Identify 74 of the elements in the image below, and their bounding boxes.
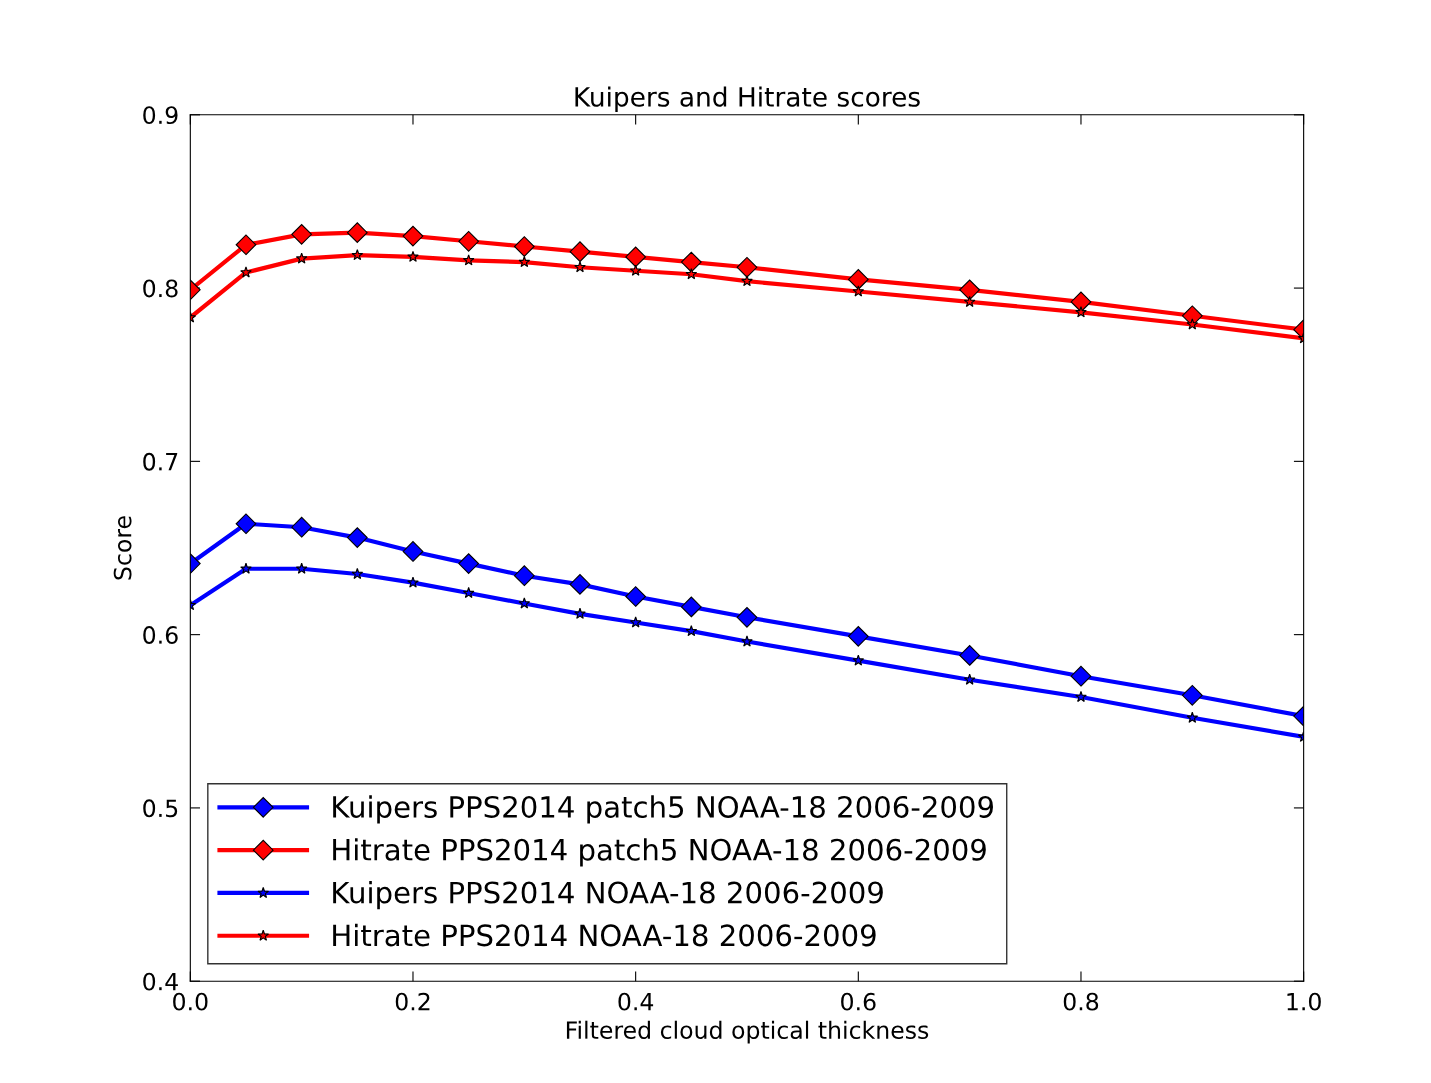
y-tick-label: 0.8	[143, 279, 178, 298]
point	[1070, 665, 1092, 687]
legend-label: Kuipers PPS2014 patch5 NOAA-18 2006-2009	[333, 795, 994, 824]
point	[235, 513, 257, 535]
point	[462, 586, 475, 599]
point	[569, 574, 591, 595]
legend-label: Hitrate PPS2014 NOAA-18 2006-2009	[333, 923, 876, 947]
x-tick-label: 0.4	[618, 992, 654, 1011]
point	[240, 562, 252, 574]
point	[407, 250, 419, 262]
point	[685, 625, 698, 637]
point	[346, 222, 368, 244]
point	[291, 516, 313, 538]
point	[629, 264, 642, 276]
point	[625, 246, 647, 268]
point	[291, 223, 313, 245]
point	[458, 553, 480, 574]
point	[1186, 318, 1199, 330]
x-tick-label: 0.0	[173, 992, 208, 1011]
y-tick-label: 0.6	[143, 626, 178, 644]
point	[351, 249, 364, 261]
point	[295, 562, 308, 574]
y-tick-label: 0.7	[143, 452, 178, 471]
point	[1070, 291, 1092, 313]
point	[240, 266, 252, 278]
point	[569, 241, 591, 263]
legend-label: Kuipers PPS2014 NOAA-18 2006-2009	[333, 880, 883, 910]
point	[402, 541, 424, 562]
point	[741, 635, 753, 647]
x-axis-title: Filtered cloud optical thickness	[566, 1020, 929, 1044]
point	[346, 527, 368, 548]
point	[847, 625, 869, 647]
point	[513, 565, 535, 587]
point	[680, 596, 702, 618]
point	[1075, 690, 1087, 703]
point	[852, 654, 865, 666]
point	[741, 275, 753, 287]
legend-label: Hitrate PPS2014 patch5 NOAA-18 2006-2009	[333, 838, 986, 867]
point	[518, 255, 531, 268]
point	[351, 567, 364, 580]
point	[680, 251, 702, 273]
point	[402, 225, 424, 247]
y-tick-label: 0.5	[143, 799, 178, 818]
x-tick-label: 0.2	[395, 992, 430, 1011]
point	[625, 586, 647, 607]
point	[295, 252, 308, 264]
point	[574, 261, 586, 273]
point	[235, 234, 257, 256]
point	[518, 597, 531, 609]
y-tick-label: 0.4	[143, 972, 178, 991]
point	[685, 268, 698, 280]
point	[963, 673, 976, 685]
point	[407, 576, 419, 588]
point	[959, 645, 981, 666]
x-tick-label: 0.8	[1063, 992, 1099, 1011]
point	[847, 269, 869, 290]
chart-title: Kuipers and Hitrate scores	[575, 86, 920, 112]
point	[513, 236, 535, 257]
point	[852, 285, 865, 297]
point	[629, 616, 642, 628]
point	[1075, 306, 1087, 318]
point	[1181, 684, 1203, 706]
point	[959, 279, 981, 301]
point	[1186, 711, 1199, 723]
point	[736, 606, 758, 628]
point	[736, 256, 758, 278]
point	[574, 607, 586, 619]
y-axis-title: Score	[113, 516, 132, 580]
x-tick-label: 1.0	[1287, 992, 1321, 1011]
point	[462, 254, 475, 266]
point	[963, 295, 976, 307]
x-tick-label: 0.6	[841, 992, 876, 1011]
point	[458, 230, 480, 252]
y-tick-label: 0.9	[143, 106, 178, 125]
